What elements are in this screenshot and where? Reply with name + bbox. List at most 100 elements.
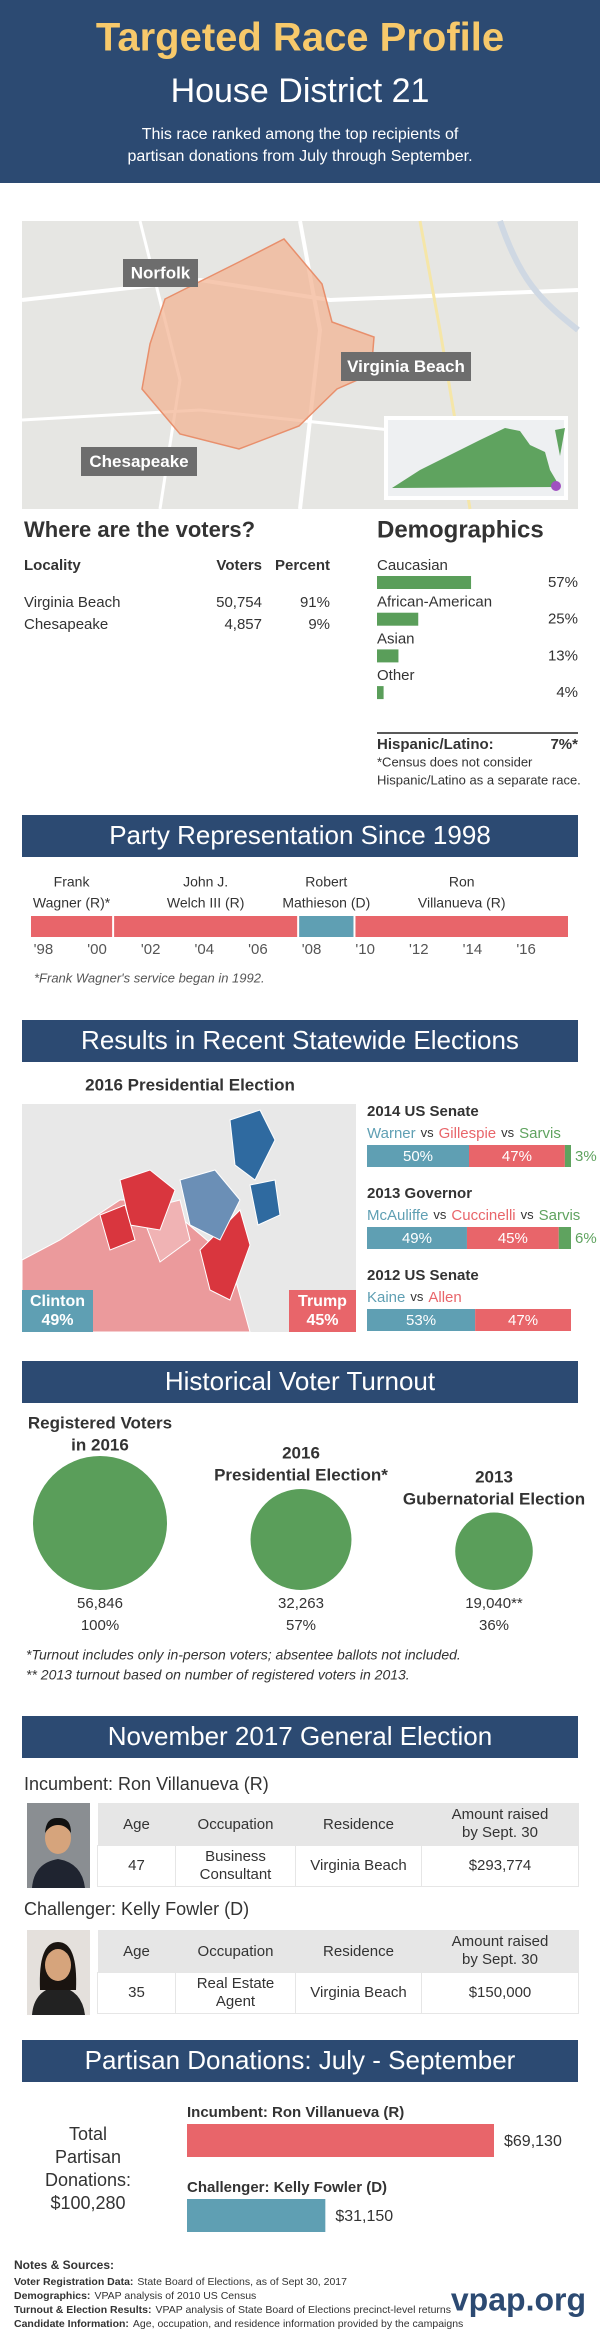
candidate-name: Clinton — [30, 1293, 85, 1310]
donation-value: $69,130 — [504, 2133, 562, 2150]
candidate-label: Incumbent: Ron Villanueva (R) — [24, 1774, 269, 1794]
total-label: Donations: — [45, 2170, 131, 2190]
candidates-line: McAuliffe vs Cuccinelli vs Sarvis — [367, 1207, 580, 1224]
separator: vs — [501, 1125, 515, 1140]
section-banner — [22, 1716, 578, 1758]
table-row: Age Occupation Residence Amount raised by S… — [97, 1803, 579, 1846]
section-title: November 2017 General Election — [108, 1721, 492, 1751]
table-cell: 50,754 — [216, 594, 262, 611]
candidate-table: Age Occupation Residence Amount raised by S… — [97, 1803, 579, 1887]
result-bar — [367, 1145, 469, 1167]
x-tick-label: '16 — [516, 941, 536, 958]
result-bar — [558, 1227, 571, 1249]
table-row: 35 Real Estate Agent Virginia Beach $150,00… — [97, 1972, 579, 2014]
x-tick-label: '14 — [463, 941, 483, 958]
turnout-label: 2016 — [282, 1443, 320, 1462]
term-bar — [299, 916, 354, 937]
representative-name: Welch III (R) — [167, 895, 245, 911]
candidate: Gillespie — [439, 1125, 497, 1142]
map-label-box — [341, 352, 471, 381]
section-title: Results in Recent Statewide Elections — [81, 1025, 519, 1055]
separator: vs — [421, 1125, 435, 1140]
photo-body — [32, 1859, 85, 1888]
x-tick-label: '98 — [34, 941, 54, 958]
table-cell: Business Consultant — [175, 1845, 296, 1887]
candidate-name: Trump — [298, 1293, 347, 1310]
note-text: VPAP analysis of State Board of Election… — [155, 2304, 451, 2316]
map-label-box — [123, 259, 198, 287]
section-banner — [22, 815, 578, 857]
footnote: Hispanic/Latino as a separate race. — [377, 772, 581, 787]
x-tick-label: '08 — [302, 941, 322, 958]
turnout-value: 19,040** — [465, 1595, 523, 1612]
candidate-percent: 49% — [41, 1312, 73, 1329]
photo-face — [45, 1949, 71, 1981]
donation-bar — [187, 2199, 326, 2232]
term-bar — [114, 916, 298, 937]
note-line: Candidate Information: Age, occupation, a… — [14, 2318, 463, 2330]
separator: vs — [521, 1207, 535, 1222]
description-line: This race ranked among the top recipient… — [142, 126, 459, 143]
virginia-shape — [392, 428, 560, 488]
result-bar — [367, 1309, 476, 1331]
election-title: 2012 US Senate — [367, 1267, 479, 1284]
demographic-label: Asian — [377, 630, 415, 647]
hispanic-label: Hispanic/Latino: — [377, 736, 494, 753]
candidate-percent: 45% — [306, 1312, 338, 1329]
donation-value: $31,150 — [335, 2208, 393, 2225]
footnote: *Frank Wagner's service began in 1992. — [34, 970, 265, 985]
candidate: Warner — [367, 1125, 416, 1142]
table-cell: Real Estate Agent — [175, 1972, 296, 2014]
separator: vs — [433, 1207, 447, 1222]
map-label: Chesapeake — [89, 452, 188, 471]
table-cell: Chesapeake — [24, 616, 108, 633]
result-bar — [367, 1227, 467, 1249]
photo-hair — [45, 1817, 71, 1833]
donation-label: Challenger: Kelly Fowler (D) — [187, 2179, 387, 2196]
page-subtitle: House District 21 — [171, 72, 430, 110]
turnout-percent: 36% — [479, 1617, 509, 1634]
header-background — [0, 0, 600, 183]
section-banner — [22, 2040, 578, 2082]
x-tick-label: '02 — [141, 941, 161, 958]
value-label: 4% — [556, 684, 578, 701]
description-line: partisan donations from July through Sep… — [127, 148, 472, 165]
turnout-circle — [250, 1489, 352, 1590]
election-title: 2014 US Senate — [367, 1103, 479, 1120]
candidate: Sarvis — [519, 1125, 561, 1142]
section-title: Party Representation Since 1998 — [109, 820, 491, 850]
table-cell: 47 — [97, 1845, 176, 1887]
voters-title: Where are the voters? — [24, 517, 255, 542]
result-bar — [475, 1309, 571, 1331]
total-label: Partisan — [55, 2147, 121, 2167]
bar — [377, 649, 399, 663]
logo: vpap.org — [451, 2281, 586, 2317]
column-header: Voters — [216, 557, 262, 574]
result-bar — [469, 1145, 565, 1167]
table-cell: Virginia Beach — [295, 1972, 422, 2014]
column-header: Age — [97, 1930, 176, 1973]
note-line: Voter Registration Data: State Board of E… — [14, 2276, 347, 2288]
representative-name: John J. — [183, 874, 228, 890]
result-bar — [564, 1145, 571, 1167]
candidate-table: Age Occupation Residence Amount raised by S… — [97, 1930, 579, 2014]
precinct — [99, 1204, 136, 1251]
column-header: Occupation — [175, 1930, 296, 1973]
footnote: *Census does not consider — [377, 754, 533, 769]
turnout-label: 2013 — [475, 1467, 513, 1486]
precinct — [249, 1179, 281, 1226]
note-line: Turnout & Election Results: VPAP analysis… — [14, 2304, 451, 2316]
table: Age Occupation Residence Amount raised by S… — [97, 1930, 579, 2014]
representative-name: Wagner (R)* — [33, 895, 111, 911]
total-label: Total — [69, 2124, 107, 2144]
turnout-circle — [455, 1512, 533, 1590]
column-header: Occupation — [175, 1803, 296, 1846]
note-text: Age, occupation, and residence informati… — [133, 2318, 463, 2330]
note-label: Voter Registration Data: — [14, 2276, 133, 2288]
donation-bar — [187, 2124, 494, 2157]
donation-label: Incumbent: Ron Villanueva (R) — [187, 2104, 404, 2121]
demographic-label: African-American — [377, 594, 492, 611]
result-bar — [466, 1227, 559, 1249]
